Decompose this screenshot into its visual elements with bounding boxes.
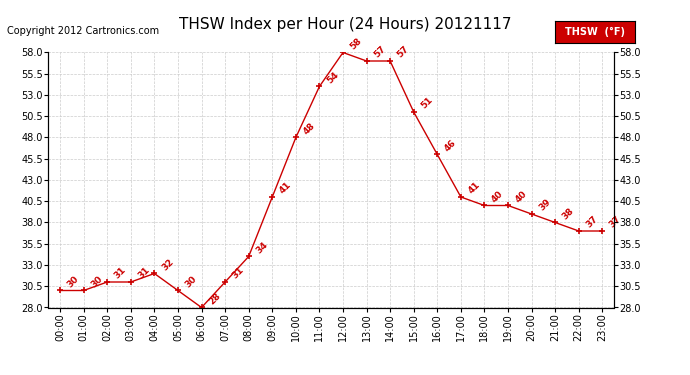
Text: THSW Index per Hour (24 Hours) 20121117: THSW Index per Hour (24 Hours) 20121117 <box>179 17 511 32</box>
Text: 32: 32 <box>160 257 175 272</box>
Text: 30: 30 <box>89 274 104 289</box>
Text: 48: 48 <box>302 121 317 136</box>
Text: 34: 34 <box>254 240 270 255</box>
Text: 31: 31 <box>230 266 246 280</box>
Text: 41: 41 <box>466 180 482 196</box>
Text: 31: 31 <box>112 266 128 280</box>
Text: 58: 58 <box>348 36 364 51</box>
Text: 30: 30 <box>184 274 199 289</box>
Text: 57: 57 <box>372 44 387 60</box>
Text: THSW  (°F): THSW (°F) <box>565 27 625 37</box>
Text: 51: 51 <box>420 95 435 111</box>
Text: 28: 28 <box>207 291 222 306</box>
Text: 37: 37 <box>608 214 623 230</box>
Text: 54: 54 <box>325 70 340 85</box>
Text: 38: 38 <box>561 206 576 221</box>
Text: 41: 41 <box>278 180 293 196</box>
Text: 46: 46 <box>443 138 458 153</box>
Text: Copyright 2012 Cartronics.com: Copyright 2012 Cartronics.com <box>7 26 159 36</box>
Text: 40: 40 <box>490 189 505 204</box>
Text: 57: 57 <box>395 44 411 60</box>
Text: 31: 31 <box>137 266 152 280</box>
Text: 39: 39 <box>537 197 553 213</box>
Text: 30: 30 <box>66 274 81 289</box>
Text: 40: 40 <box>513 189 529 204</box>
Text: 37: 37 <box>584 214 600 230</box>
